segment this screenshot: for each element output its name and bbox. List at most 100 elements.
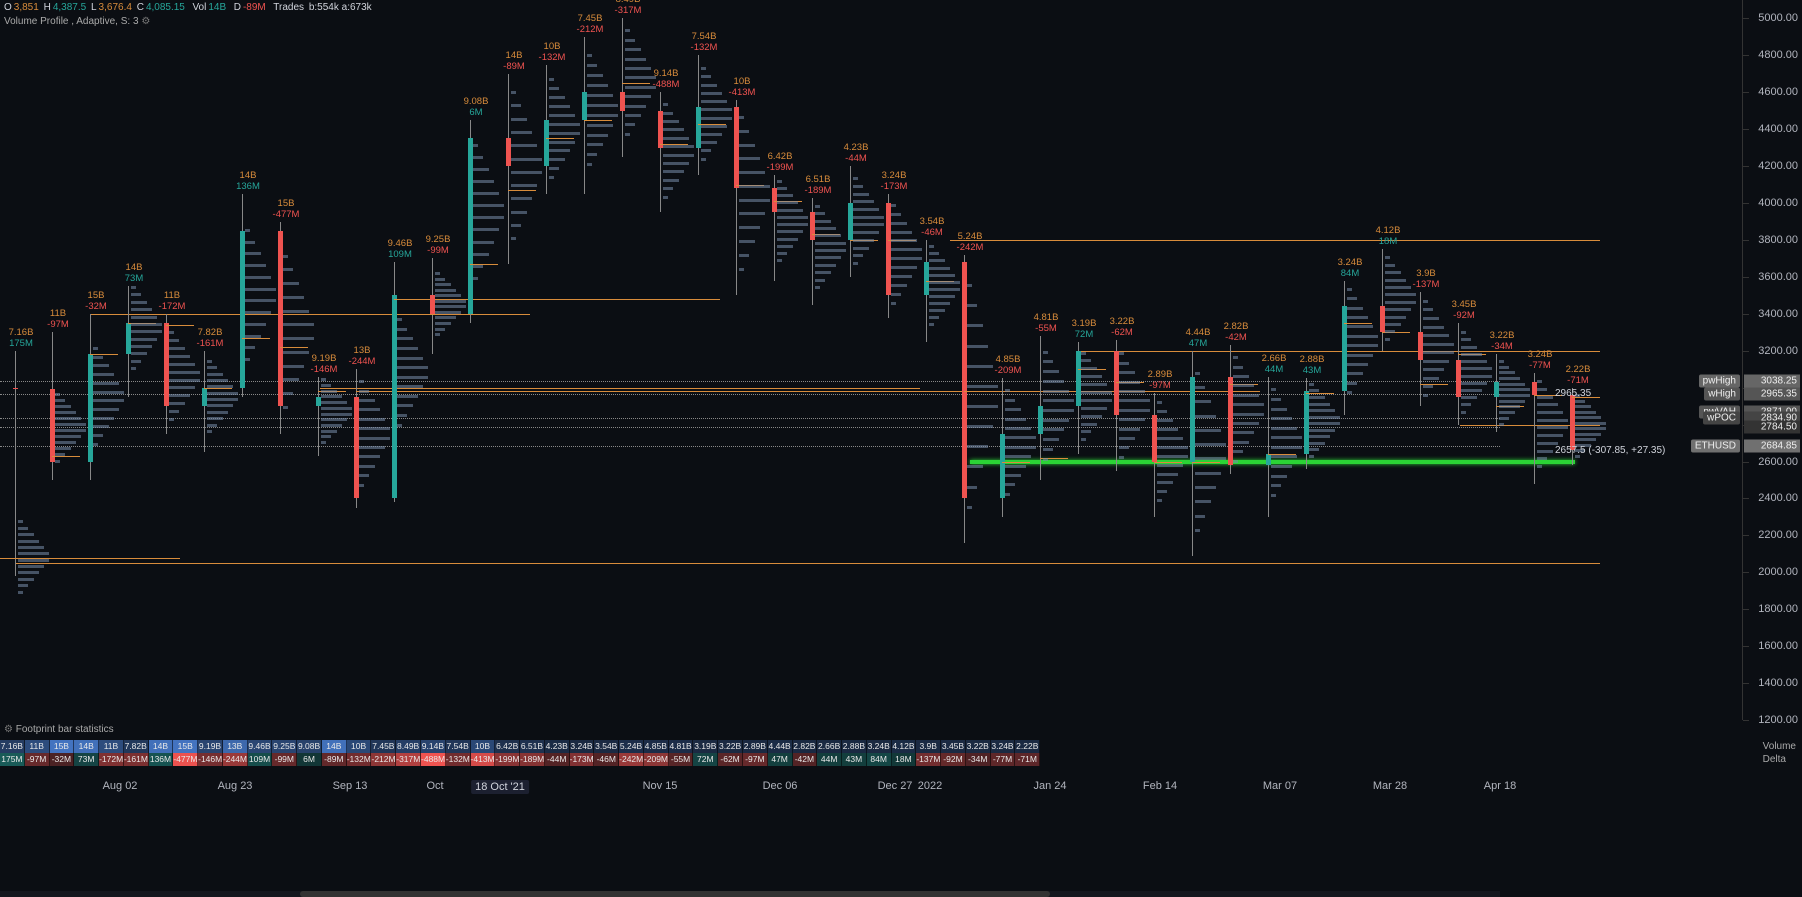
footprint-delta-cell[interactable]: -209M: [644, 753, 669, 766]
candle[interactable]: [1494, 382, 1499, 397]
footprint-delta-cell[interactable]: -89M: [322, 753, 347, 766]
footprint-delta-cell[interactable]: 73M: [74, 753, 99, 766]
footprint-volume-cell[interactable]: 3.24B: [991, 740, 1016, 753]
candle[interactable]: [50, 389, 55, 462]
footprint-delta-cell[interactable]: -46M: [594, 753, 619, 766]
candle[interactable]: [164, 323, 169, 406]
footprint-delta-cell[interactable]: -199M: [495, 753, 520, 766]
footprint-delta-cell[interactable]: -242M: [619, 753, 644, 766]
footprint-delta-cell[interactable]: -137M: [916, 753, 941, 766]
scrollbar-thumb[interactable]: [300, 891, 1050, 897]
time-axis[interactable]: Aug 02Aug 23Sep 13Oct18 Oct '21Nov 15Dec…: [0, 780, 1500, 800]
candle[interactable]: [696, 107, 701, 148]
footprint-delta-cell[interactable]: 84M: [867, 753, 892, 766]
footprint-delta-cell[interactable]: -55M: [669, 753, 694, 766]
footprint-volume-cell[interactable]: 4.23B: [545, 740, 570, 753]
horizontal-scrollbar[interactable]: [0, 891, 1500, 897]
candle[interactable]: [126, 323, 131, 354]
footprint-delta-cell[interactable]: -97M: [25, 753, 50, 766]
footprint-volume-cell[interactable]: 4.81B: [669, 740, 694, 753]
footprint-delta-cell[interactable]: -42M: [793, 753, 818, 766]
footprint-delta-cell[interactable]: -32M: [50, 753, 75, 766]
candle[interactable]: [354, 397, 359, 499]
footprint-volume-cell[interactable]: 15B: [50, 740, 75, 753]
candle[interactable]: [582, 92, 587, 120]
footprint-volume-cell[interactable]: 9.46B: [248, 740, 273, 753]
candle[interactable]: [1190, 377, 1195, 462]
footprint-delta-cell[interactable]: -77M: [991, 753, 1016, 766]
footprint-delta-cell[interactable]: 44M: [817, 753, 842, 766]
footprint-volume-cell[interactable]: 14B: [149, 740, 174, 753]
candle[interactable]: [848, 203, 853, 240]
candle[interactable]: [1456, 360, 1461, 397]
footprint-delta-cell[interactable]: 47M: [768, 753, 793, 766]
candle[interactable]: [658, 111, 663, 148]
footprint-volume-cell[interactable]: 2.88B: [842, 740, 867, 753]
candle[interactable]: [1570, 395, 1575, 450]
candle[interactable]: [810, 212, 815, 240]
candle[interactable]: [202, 388, 207, 406]
candle[interactable]: [1076, 351, 1081, 406]
footprint-volume-cell[interactable]: 11B: [99, 740, 124, 753]
footprint-volume-cell[interactable]: 11B: [25, 740, 50, 753]
price-axis[interactable]: 1200.001400.001600.001800.002000.002200.…: [1742, 0, 1802, 720]
chart-area[interactable]: 7.16B175M11B-97M15B-32M14B73M11B-172M7.8…: [0, 0, 1500, 720]
footprint-delta-cell[interactable]: 175M: [0, 753, 25, 766]
footprint-delta-cell[interactable]: -92M: [941, 753, 966, 766]
footprint-volume-cell[interactable]: 2.89B: [743, 740, 768, 753]
footprint-delta-cell[interactable]: -212M: [371, 753, 396, 766]
footprint-volume-cell[interactable]: 3.54B: [594, 740, 619, 753]
footprint-volume-cell[interactable]: 15B: [173, 740, 198, 753]
footprint-delta-cell[interactable]: -132M: [347, 753, 372, 766]
footprint-volume-cell[interactable]: 2.82B: [793, 740, 818, 753]
footprint-delta-cell[interactable]: -146M: [198, 753, 223, 766]
footprint-volume-cell[interactable]: 13B: [223, 740, 248, 753]
footprint-delta-cell[interactable]: 72M: [693, 753, 718, 766]
candle[interactable]: [13, 388, 18, 389]
footprint-volume-cell[interactable]: 3.19B: [693, 740, 718, 753]
candle[interactable]: [1000, 434, 1005, 499]
footprint-delta-cell[interactable]: -488M: [421, 753, 446, 766]
footprint-delta-cell[interactable]: 136M: [149, 753, 174, 766]
footprint-volume-cell[interactable]: 4.44B: [768, 740, 793, 753]
candle[interactable]: [1532, 382, 1537, 395]
footprint-delta-cell[interactable]: 43M: [842, 753, 867, 766]
candle[interactable]: [468, 138, 473, 313]
candle[interactable]: [734, 107, 739, 188]
indicator-settings-icon[interactable]: ⚙: [141, 16, 150, 27]
candle[interactable]: [278, 231, 283, 406]
footprint-volume-cell[interactable]: 6.42B: [495, 740, 520, 753]
level-line[interactable]: [970, 460, 1575, 464]
candle[interactable]: [430, 295, 435, 313]
candle[interactable]: [1342, 306, 1347, 391]
footprint-volume-cell[interactable]: 6.51B: [520, 740, 545, 753]
candle[interactable]: [1152, 415, 1157, 461]
footprint-delta-cell[interactable]: -173M: [570, 753, 595, 766]
footprint-delta-cell[interactable]: 18M: [892, 753, 917, 766]
candle[interactable]: [88, 354, 93, 461]
footprint-volume-cell[interactable]: 3.45B: [941, 740, 966, 753]
footprint-volume-cell[interactable]: 10B: [471, 740, 496, 753]
candle[interactable]: [1038, 406, 1043, 434]
footprint-delta-cell[interactable]: -62M: [718, 753, 743, 766]
candle[interactable]: [1304, 391, 1309, 454]
footprint-volume-cell[interactable]: 7.54B: [446, 740, 471, 753]
footprint-volume-cell[interactable]: 2.22B: [1015, 740, 1040, 753]
candle[interactable]: [924, 262, 929, 295]
footprint-delta-cell[interactable]: -97M: [743, 753, 768, 766]
footprint-delta-cell[interactable]: -189M: [520, 753, 545, 766]
candle[interactable]: [544, 120, 549, 166]
candle[interactable]: [240, 231, 245, 388]
footprint-volume-cell[interactable]: 4.85B: [644, 740, 669, 753]
footprint-delta-cell[interactable]: -99M: [272, 753, 297, 766]
footprint-delta-cell[interactable]: -477M: [173, 753, 198, 766]
footprint-delta-cell[interactable]: -132M: [446, 753, 471, 766]
candle[interactable]: [1228, 377, 1233, 466]
footprint-volume-cell[interactable]: 7.16B: [0, 740, 25, 753]
footprint-delta-cell[interactable]: -161M: [124, 753, 149, 766]
candle[interactable]: [962, 262, 967, 498]
footprint-delta-cell[interactable]: -34M: [966, 753, 991, 766]
footprint-volume-cell[interactable]: 14B: [322, 740, 347, 753]
footprint-volume-cell[interactable]: 7.45B: [371, 740, 396, 753]
footprint-delta-cell[interactable]: -413M: [471, 753, 496, 766]
